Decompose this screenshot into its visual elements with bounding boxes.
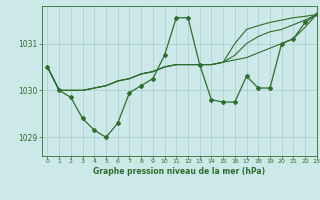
X-axis label: Graphe pression niveau de la mer (hPa): Graphe pression niveau de la mer (hPa) — [93, 167, 265, 176]
